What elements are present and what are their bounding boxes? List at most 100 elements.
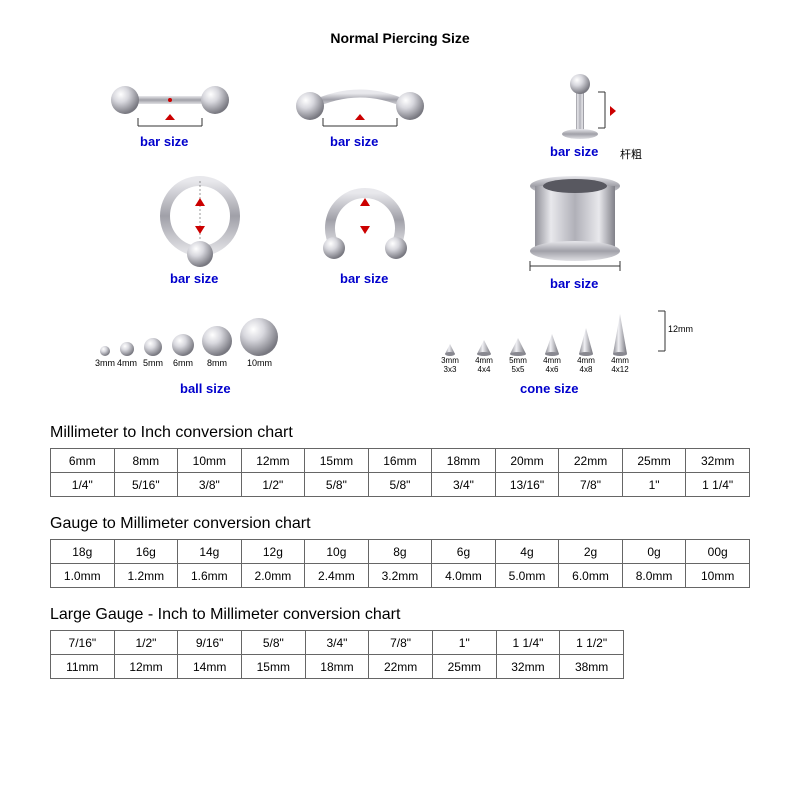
table-cell: 1/2" [241,473,305,497]
table-cell: 5.0mm [495,564,559,588]
large-gauge-table: 7/16"1/2"9/16"5/8"3/4"7/8"1"1 1/4"1 1/2"… [50,630,624,679]
bar-size-label-2: bar size [330,134,378,149]
cone-size-3x3: 3mm3x3 [436,357,464,375]
table-cell: 3/4" [305,631,369,655]
table-cell: 1/4" [51,473,115,497]
table-cell: 38mm [560,655,624,679]
table-cell: 18mm [305,655,369,679]
table-cell: 1 1/2" [560,631,624,655]
ball-sizes-icon [100,318,278,356]
table-cell: 6.0mm [559,564,623,588]
large-gauge-section: Large Gauge - Inch to Millimeter convers… [50,606,750,679]
cone-sizes-icon [445,314,627,356]
straight-barbell-icon [111,86,229,126]
table-row: 18g16g14g12g10g8g6g4g2g0g00g [51,540,750,564]
table-cell: 22mm [369,655,433,679]
height-annot: 12mm [668,324,693,334]
table-cell: 5/8" [241,631,305,655]
cone-size-4x4: 4mm4x4 [470,357,498,375]
table-cell: 12g [241,540,305,564]
table-row: 6mm8mm10mm12mm15mm16mm18mm20mm22mm25mm32… [51,449,750,473]
table-cell: 10mm [178,449,242,473]
cone-size-4x6: 4mm4x6 [538,357,566,375]
table-cell: 7/8" [559,473,623,497]
cone-size-4x12: 4mm4x12 [606,357,634,375]
cone-size-5x5: 5mm5x5 [504,357,532,375]
table-cell: 16g [114,540,178,564]
table-cell: 2.0mm [241,564,305,588]
page-title: Normal Piercing Size [50,30,750,46]
table-cell: 25mm [622,449,686,473]
table-cell: 9/16" [178,631,242,655]
diagram-area: bar size bar size bar size 杆粗 bar size b… [50,66,750,406]
table-cell: 10mm [686,564,750,588]
table-cell: 6g [432,540,496,564]
table-cell: 8.0mm [622,564,686,588]
table-cell: 5/16" [114,473,178,497]
table-cell: 1.6mm [178,564,242,588]
table-cell: 7/8" [369,631,433,655]
table-cell: 2.4mm [305,564,369,588]
table-cell: 10g [305,540,369,564]
bar-size-label-6: bar size [550,276,598,291]
table-cell: 5/8" [368,473,432,497]
table-cell: 22mm [559,449,623,473]
bar-size-label-3: bar size [550,144,598,159]
gauge-to-mm-table: 18g16g14g12g10g8g6g4g2g0g00g1.0mm1.2mm1.… [50,539,750,588]
captive-ring-icon [165,181,235,267]
table-cell: 12mm [114,655,178,679]
table-cell: 4g [495,540,559,564]
table-row: 11mm12mm14mm15mm18mm22mm25mm32mm38mm [51,655,624,679]
mm-to-inch-title: Millimeter to Inch conversion chart [50,424,750,442]
bar-size-label-4: bar size [170,271,218,286]
table-cell: 8g [368,540,432,564]
table-cell: 1" [622,473,686,497]
table-cell: 18g [51,540,115,564]
table-cell: 00g [686,540,750,564]
table-cell: 0g [622,540,686,564]
ball-size-4mm: 4mm [115,358,139,368]
table-cell: 7/16" [51,631,115,655]
ball-size-3mm: 3mm [93,358,117,368]
ball-size-8mm: 8mm [205,358,229,368]
table-cell: 6mm [51,449,115,473]
large-gauge-title: Large Gauge - Inch to Millimeter convers… [50,606,750,624]
table-cell: 3.2mm [368,564,432,588]
gauge-to-mm-section: Gauge to Millimeter conversion chart 18g… [50,515,750,588]
jewelry-svg [50,66,750,406]
table-cell: 14g [178,540,242,564]
table-cell: 16mm [368,449,432,473]
table-row: 1/4"5/16"3/8"1/2"5/8"5/8"3/4"13/16"7/8"1… [51,473,750,497]
table-cell: 1" [432,631,496,655]
table-cell: 8mm [114,449,178,473]
mm-to-inch-section: Millimeter to Inch conversion chart 6mm8… [50,424,750,497]
cone-size-label: cone size [520,381,579,396]
table-cell: 18mm [432,449,496,473]
table-cell: 1 1/4" [686,473,750,497]
table-cell: 5/8" [305,473,369,497]
table-cell: 14mm [178,655,242,679]
table-cell: 2g [559,540,623,564]
ball-size-label: ball size [180,381,231,396]
table-row: 7/16"1/2"9/16"5/8"3/4"7/8"1"1 1/4"1 1/2" [51,631,624,655]
table-cell: 1 1/4" [496,631,560,655]
bar-size-label-5: bar size [340,271,388,286]
table-cell: 1.0mm [51,564,115,588]
cone-height-annot [658,311,665,351]
bar-size-label-1: bar size [140,134,188,149]
ball-size-6mm: 6mm [171,358,195,368]
table-cell: 25mm [432,655,496,679]
table-cell: 15mm [305,449,369,473]
table-cell: 1/2" [114,631,178,655]
curved-barbell-icon [296,92,424,126]
table-cell: 4.0mm [432,564,496,588]
table-cell: 3/4" [432,473,496,497]
labret-icon [562,74,616,139]
table-cell: 1.2mm [114,564,178,588]
table-cell: 15mm [241,655,305,679]
table-row: 1.0mm1.2mm1.6mm2.0mm2.4mm3.2mm4.0mm5.0mm… [51,564,750,588]
table-cell: 12mm [241,449,305,473]
gauge-to-mm-title: Gauge to Millimeter conversion chart [50,515,750,533]
mm-to-inch-table: 6mm8mm10mm12mm15mm16mm18mm20mm22mm25mm32… [50,448,750,497]
cone-size-4x8: 4mm4x8 [572,357,600,375]
